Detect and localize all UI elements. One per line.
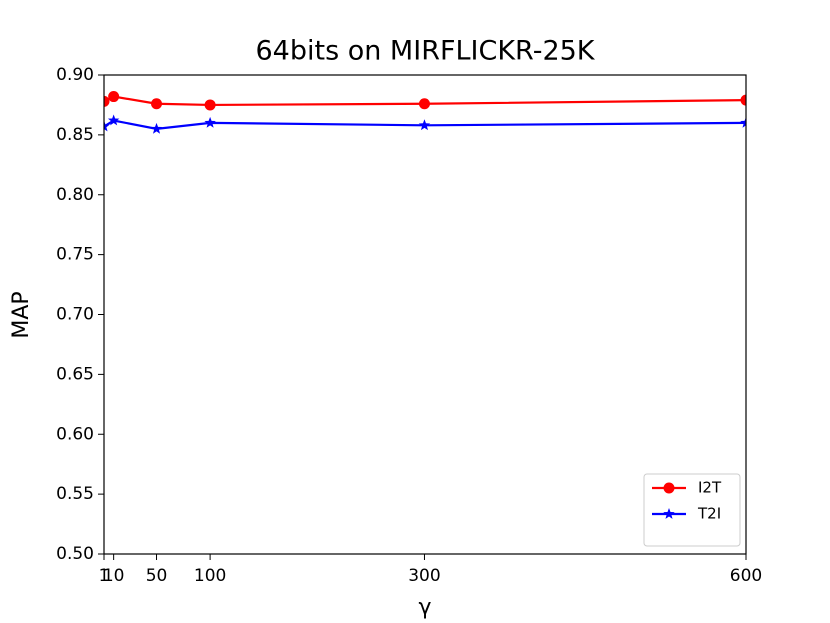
plot-frame — [103, 74, 747, 555]
y-tick-label: 0.55 — [56, 484, 94, 504]
star-marker — [104, 120, 110, 132]
y-tick-label: 0.85 — [56, 125, 94, 145]
star-marker — [150, 122, 163, 134]
legend-box — [643, 473, 741, 547]
star-marker — [740, 116, 746, 128]
circle-marker — [151, 98, 163, 110]
y-tick-label: 0.70 — [56, 305, 94, 325]
star-marker — [107, 114, 120, 126]
y-tick-label: 0.90 — [56, 65, 94, 85]
legend-label: I2T — [698, 479, 722, 497]
x-tick-label: 300 — [408, 566, 440, 586]
x-tick-label: 1 — [99, 566, 110, 586]
y-tick-label: 0.60 — [56, 424, 94, 444]
x-tick-label: 100 — [194, 566, 226, 586]
y-tick-label: 0.50 — [56, 544, 94, 564]
circle-marker — [204, 99, 216, 111]
legend-label: T2I — [697, 505, 721, 523]
circle-marker — [740, 94, 746, 106]
y-tick-label: 0.75 — [56, 245, 94, 265]
chart-title: 64bits on MIRFLICKR-25K — [255, 36, 595, 67]
plot-area — [104, 91, 746, 134]
star-marker — [418, 119, 431, 131]
star-marker — [204, 116, 216, 128]
circle-marker — [104, 95, 110, 107]
y-tick-label: 0.80 — [56, 185, 94, 205]
circle-marker — [418, 98, 430, 110]
x-axis-label: γ — [418, 595, 431, 620]
legend-marker — [663, 508, 675, 519]
x-tick-label: 50 — [146, 566, 168, 586]
y-axis-label: MAP — [9, 291, 34, 338]
legend-marker — [663, 482, 675, 494]
circle-marker — [108, 91, 120, 103]
y-tick-label: 0.65 — [56, 364, 94, 384]
x-tick-label: 10 — [103, 566, 125, 586]
x-tick-label: 600 — [730, 566, 762, 586]
